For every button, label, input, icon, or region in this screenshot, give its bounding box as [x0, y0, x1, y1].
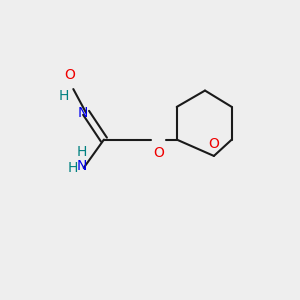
Text: H: H [58, 89, 69, 103]
Text: N: N [76, 159, 87, 173]
Text: H: H [76, 145, 87, 159]
Text: N: N [77, 106, 88, 120]
Text: O: O [154, 146, 164, 160]
Text: O: O [208, 137, 219, 151]
Text: O: O [64, 68, 75, 82]
Text: H: H [68, 161, 78, 175]
